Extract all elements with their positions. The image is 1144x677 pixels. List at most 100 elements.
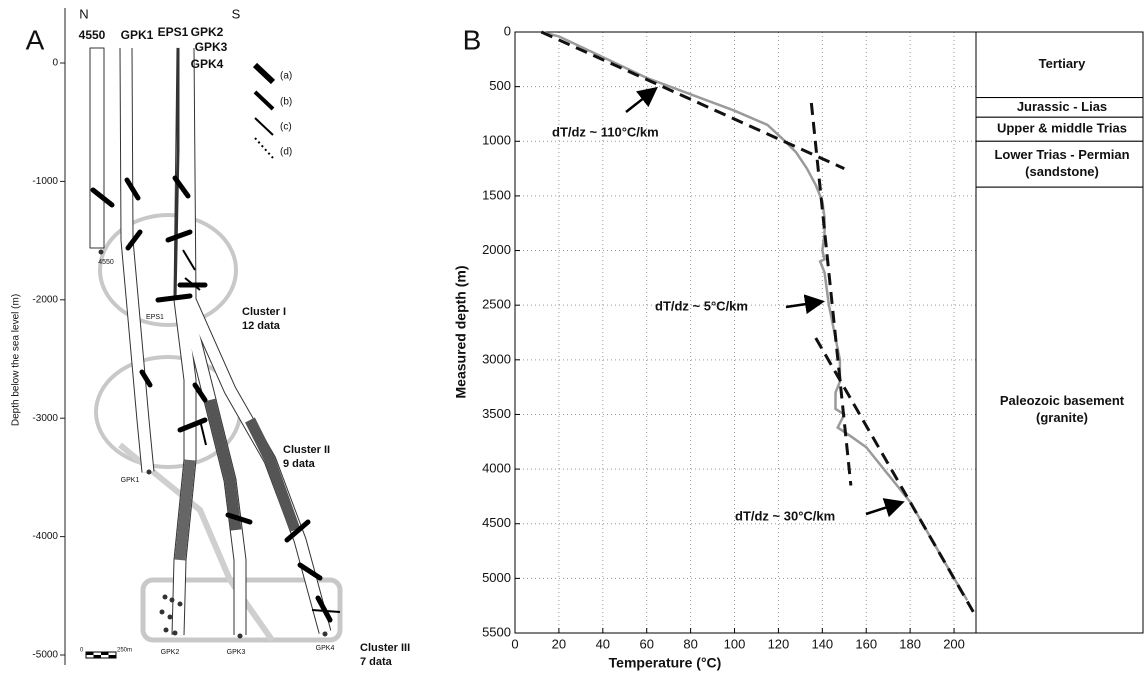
cluster-count: 12 data [242,320,281,332]
plot-frame [514,31,977,634]
stratum [975,31,1144,99]
panel-b: B Temperature (°C) Measured depth (m) 0 2… [453,23,1144,671]
fractures-thin [182,249,341,613]
y-tick-label: 500 [489,78,511,93]
legend-label: (a) [280,71,292,82]
legend-label: (d) [280,147,292,158]
annotation-arrow [865,498,905,518]
top-labels: 4550 GPK1 EPS1 GPK2 GPK3 GPK4 [79,25,228,71]
well-label: GPK2 [161,649,180,656]
x-tick-label: 0 [511,636,518,651]
well-label: GPK4 [316,645,335,652]
wells [89,47,332,636]
panel-letter: B [463,24,482,55]
well [89,47,105,249]
well-section [245,417,301,532]
annotation: dT/dz ~ 30°C/km [735,508,835,523]
well-label: GPK1 [121,28,154,42]
well [182,47,331,634]
y-tick-label: 0 [52,58,58,69]
x-tick-label: 40 [596,636,610,651]
cluster-count: 9 data [283,458,316,470]
x-axis-label: Temperature (°C) [609,655,722,671]
trend-line [809,102,853,486]
trend-line [540,30,845,170]
y-tick-label: -5000 [32,650,58,661]
annotation: dT/dz ~ 5°C/km [655,298,748,313]
scale-label: 250m [117,648,132,654]
annotation: dT/dz ~ 110°C/km [552,124,659,139]
stratum-label: Tertiary [1039,56,1086,71]
annotation-arrow [785,294,825,315]
y-tick-label: 2000 [482,242,511,257]
x-tick-label: 20 [552,636,566,651]
y-tick-label: 0 [504,23,511,38]
legend-symbols [252,62,276,159]
well-label: 4550 [98,259,114,266]
well-label: GPK3 [195,40,228,54]
panel-letter: A [26,24,45,55]
y-tick-label: 1000 [482,133,511,148]
x-tick-label: 160 [855,636,877,651]
x-tick-label: 200 [943,636,965,651]
stratum [975,140,1144,188]
y-tick-label: 1500 [482,187,511,202]
y-tick-label: 2500 [482,297,511,312]
y-tick-label: 4000 [482,461,511,476]
well-label: GPK2 [191,25,224,39]
north-label: N [79,6,88,21]
well [120,47,154,473]
temperature-line [541,30,969,601]
stratum-label: Jurassic - Lias [1017,99,1107,114]
scale-label: 0 [80,648,84,654]
y-tick-label: -2000 [32,294,58,305]
cluster-name: Cluster I [242,306,286,318]
y-tick-label: 5500 [482,624,511,639]
scale-bar [85,651,117,659]
stratum-label: Lower Trias - Permian [994,147,1129,162]
legend-label: (b) [280,97,292,108]
y-tick-label: 3000 [482,351,511,366]
well-label: 4550 [79,28,106,42]
y-tick-label: -4000 [32,531,58,542]
y-tick-label: 5000 [482,570,511,585]
stratum [975,116,1144,142]
legend-label: (c) [280,122,292,133]
fracture-dots [98,249,328,639]
stratum-label: (sandstone) [1025,164,1099,179]
y-axis-label: Measured depth (m) [453,265,469,398]
x-tick-label: 100 [724,636,746,651]
y-tick-label: -1000 [32,176,58,187]
panel-a: A N S Depth below the sea level (m) [11,6,410,667]
stratum-label: (granite) [1036,410,1088,425]
x-tick-label: 60 [639,636,653,651]
well-label: EPS1 [146,314,164,321]
cluster-name: Cluster II [283,444,330,456]
x-tick-label: 180 [899,636,921,651]
x-tick-label: 140 [811,636,833,651]
y-tick-label: 3500 [482,406,511,421]
stratum-label: Paleozoic basement [1000,393,1125,408]
fractures [90,175,333,623]
annotation-arrow [625,86,658,113]
well-label: EPS1 [158,25,189,39]
well-label: GPK4 [191,57,224,71]
well [173,48,180,301]
well-section [204,398,242,531]
south-label: S [232,6,241,21]
well-label: GPK3 [227,649,246,656]
stratum [975,186,1144,634]
cluster-name: Cluster III [360,642,410,654]
stratum-label: Upper & middle Trias [997,121,1127,136]
x-tick-label: 120 [768,636,790,651]
y-tick-label: -3000 [32,413,58,424]
trajectory [118,442,275,642]
depth-axis-label: Depth below the sea level (m) [11,294,22,426]
cluster-count: 7 data [360,656,393,668]
x-tick-label: 80 [683,636,697,651]
well-section [174,459,196,561]
cluster-outline [98,213,238,327]
well-label: GPK1 [121,477,140,484]
